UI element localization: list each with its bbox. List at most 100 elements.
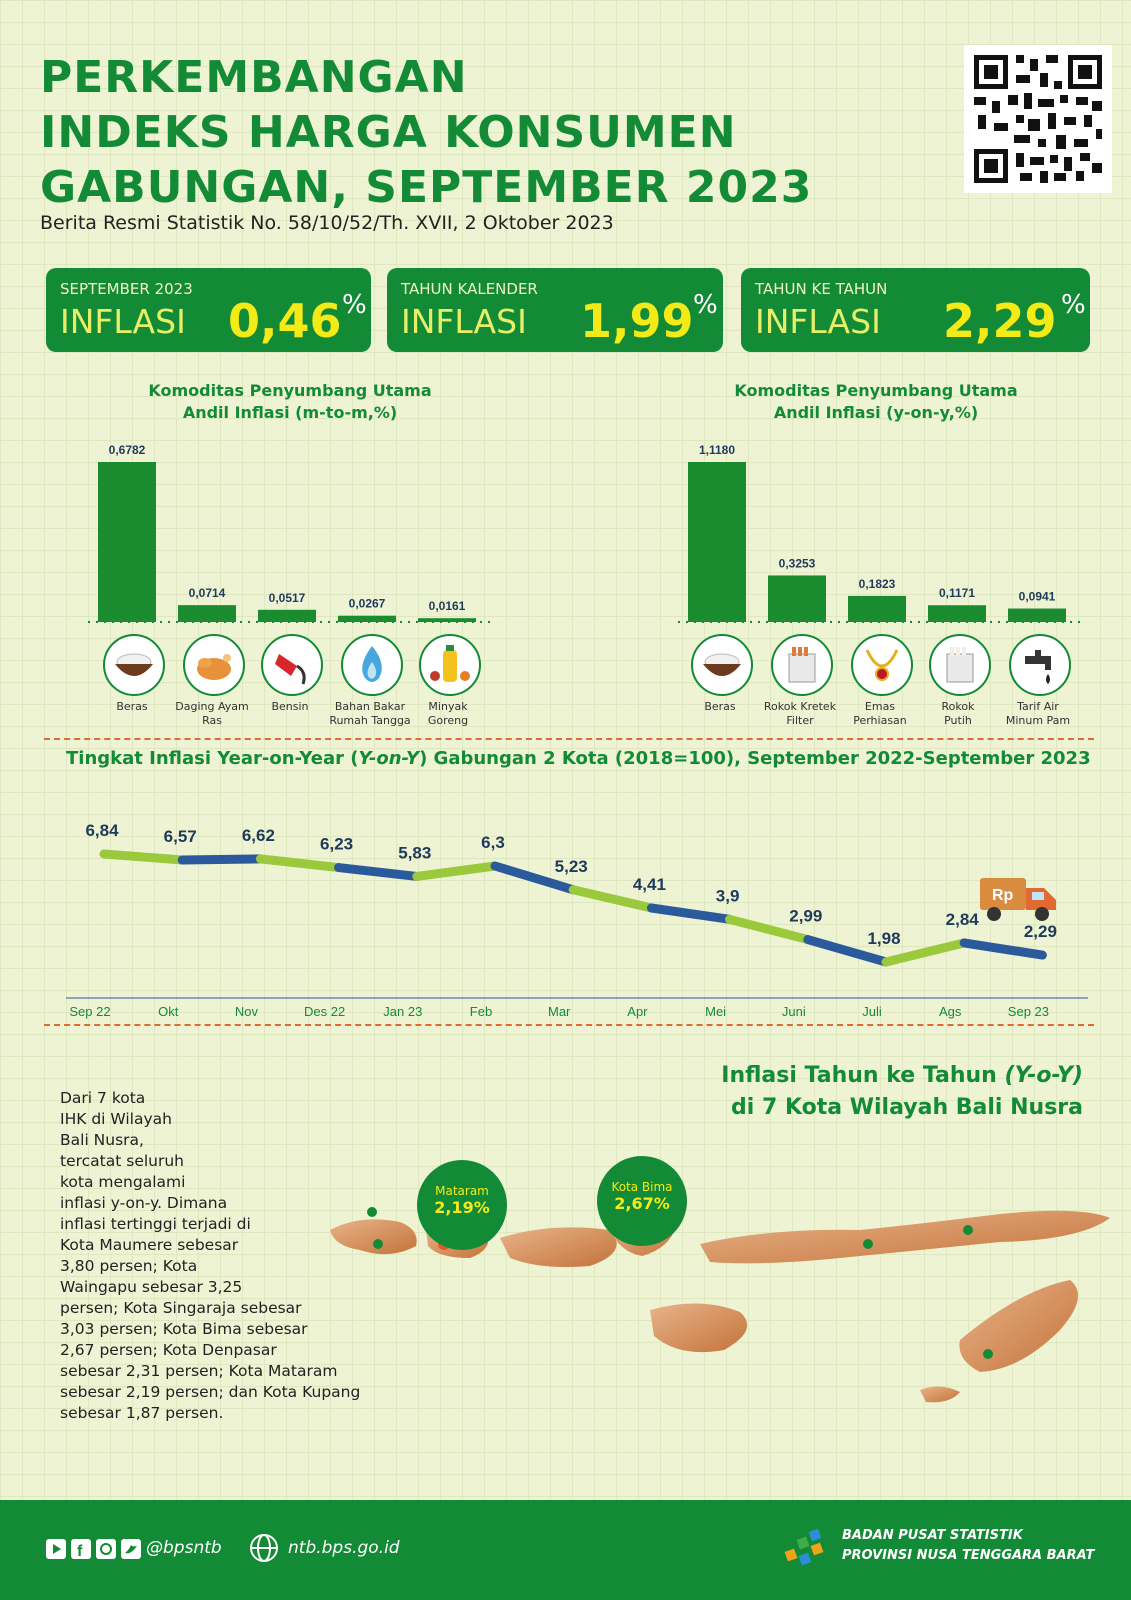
title-line-1: PERKEMBANGAN: [40, 52, 468, 103]
bar-2: [768, 575, 826, 622]
mtm-category-label: Beras: [116, 700, 148, 713]
x-tick-label: Juni: [782, 1004, 806, 1019]
title-line-3: GABUNGAN, SEPTEMBER 2023: [40, 162, 813, 213]
social-icons: f: [46, 1538, 142, 1564]
x-tick-label: Mar: [548, 1004, 571, 1019]
box-inflasi-label: INFLASI: [60, 302, 186, 341]
island-sumba: [650, 1303, 748, 1353]
box-inflasi-label: INFLASI: [755, 302, 881, 341]
line-segment-1: [99, 849, 187, 865]
truck-icon: Rp: [976, 872, 1060, 928]
bar-value-label: 0,1823: [859, 577, 896, 591]
bar-value-label: 0,0714: [189, 586, 226, 600]
page-title: PERKEMBANGAN INDEKS HARGA KONSUMEN GABUN…: [40, 50, 812, 215]
cigarette-pack-icon: [771, 634, 833, 696]
box-percent: %: [342, 290, 367, 320]
point-value-label: 1,98: [867, 929, 900, 948]
box-percent: %: [1061, 290, 1086, 320]
line-segment-11: [881, 938, 969, 967]
bar-value-label: 0,0161: [429, 599, 466, 613]
bar-value-label: 1,1180: [699, 443, 735, 457]
social-handle[interactable]: @bpsntb: [146, 1538, 222, 1558]
bar-4: [338, 615, 396, 622]
box-inflasi-label: INFLASI: [401, 302, 527, 341]
x-tick-label: Okt: [158, 1004, 179, 1019]
x-tick-label: Nov: [235, 1004, 259, 1019]
cooking-oil-icon: [419, 634, 481, 696]
cigarette-pack-icon: [929, 634, 991, 696]
yoy-category-label: Emas Perhiasan: [853, 700, 907, 727]
mtm-category-label: Bensin: [271, 700, 309, 713]
gas-flame-icon: [341, 634, 403, 696]
x-tick-label: Juli: [862, 1004, 882, 1019]
necklace-icon: [851, 634, 913, 696]
bar-1: [98, 462, 156, 622]
line-segment-5: [412, 861, 500, 881]
pin-kota-bima: Kota Bima 2,67%: [597, 1156, 687, 1246]
point-value-label: 6,57: [164, 827, 197, 846]
island-sumbawa-west: [500, 1227, 617, 1267]
yoy-category-label: Rokok Putih: [941, 700, 975, 727]
fuel-pump-icon: [261, 634, 323, 696]
line-segment-2: [177, 854, 265, 865]
yoy-category-label: Rokok Kretek Filter: [763, 700, 837, 727]
point-value-label: 5,83: [398, 843, 431, 862]
yoy-title-line2: Andil Inflasi (y-on-y,%): [773, 403, 979, 422]
line-chart-title: Tingkat Inflasi Year-on-Year (Y-on-Y) Ga…: [66, 748, 1091, 769]
website-link[interactable]: ntb.bps.go.id: [288, 1538, 400, 1558]
title-line-2: INDEKS HARGA KONSUMEN: [40, 107, 737, 158]
inflation-box-calendar: TAHUN KALENDER INFLASI 1,99 %: [387, 268, 723, 352]
bar-value-label: 0,3253: [779, 556, 816, 570]
yoy-chart-title: Komoditas Penyumbang Utama Andil Inflasi…: [686, 380, 1066, 424]
inflation-box-monthly: SEPTEMBER 2023 INFLASI 0,46 %: [46, 268, 371, 352]
line-segment-6: [490, 861, 578, 895]
point-value-label: 2,29: [1024, 922, 1057, 941]
mtm-title-line2: Andil Inflasi (m-to-m,%): [182, 403, 398, 422]
x-tick-label: Mei: [705, 1004, 726, 1019]
point-value-label: 3,9: [716, 886, 740, 905]
bar-value-label: 0,0267: [349, 597, 386, 611]
x-tick-label: Sep 22: [69, 1004, 110, 1019]
line-segment-3: [255, 854, 344, 873]
box-value: 2,29: [943, 294, 1057, 348]
bar-value-label: 0,6782: [109, 443, 146, 457]
inflation-box-yoy: TAHUN KE TAHUN INFLASI 2,29 %: [741, 268, 1090, 352]
x-tick-label: Jan 23: [383, 1004, 422, 1019]
island-bali: [330, 1219, 417, 1255]
point-value-label: 6,23: [320, 835, 353, 854]
bar-3: [258, 609, 316, 622]
point-value-label: 6,3: [481, 833, 505, 852]
map-description: Dari 7 kota IHK di Wilayah Bali Nusra, ter…: [60, 1089, 361, 1422]
point-value-label: 2,84: [946, 910, 980, 929]
mtm-bar-chart: 0,6782 0,0714 0,0517 0,0267 0,0161: [88, 443, 492, 623]
box-label: SEPTEMBER 2023: [60, 280, 193, 298]
yoy-line-chart: 6,84 Sep 22 6,57 Okt 6,62 Nov 6,23 Des 22 5,83 Ja…: [66, 821, 1088, 1019]
truck-label: Rp: [992, 887, 1014, 904]
line-segment-9: [725, 914, 813, 945]
qr-code-icon[interactable]: [964, 45, 1112, 193]
org-name-line2: PROVINSI NUSA TENGGARA BARAT: [842, 1548, 1095, 1563]
bar-4: [928, 605, 986, 622]
rice-bowl-icon: [691, 634, 753, 696]
point-value-label: 2,99: [789, 907, 822, 926]
point-value-label: 6,62: [242, 826, 275, 845]
yoy-bar-chart: 1,1180 0,3253 0,1823 0,1171 0,0941: [678, 443, 1082, 623]
yoy-category-label: Tarif Air Minum Pam: [1005, 700, 1071, 727]
bali-nusra-map: [330, 1207, 1110, 1403]
bps-logo-icon: [784, 1528, 832, 1576]
bar-1: [688, 462, 746, 622]
map-title: Inflasi Tahun ke Tahun (Y-o-Y) di 7 Kota…: [721, 1063, 1083, 1120]
point-value-label: 6,84: [85, 821, 119, 840]
line-segment-4: [334, 863, 422, 881]
instagram-icon: [96, 1539, 116, 1559]
line-segment-8: [646, 903, 735, 924]
mtm-title-line1: Komoditas Penyumbang Utama: [148, 381, 432, 400]
box-value: 0,46: [228, 294, 342, 348]
mtm-chart-title: Komoditas Penyumbang Utama Andil Inflasi…: [100, 380, 480, 424]
x-tick-label: Ags: [939, 1004, 962, 1019]
box-value: 1,99: [580, 294, 694, 348]
point-value-label: 5,23: [555, 857, 588, 876]
bar-3: [848, 595, 906, 622]
island-flores: [700, 1210, 1110, 1264]
rice-bowl-icon: [103, 634, 165, 696]
